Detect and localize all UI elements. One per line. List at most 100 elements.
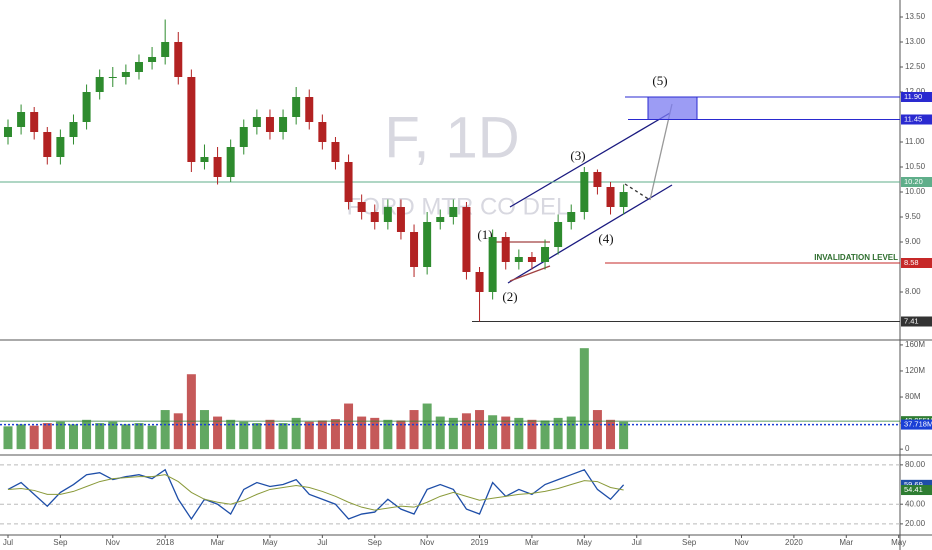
volume-bar: [317, 420, 327, 450]
candle-body: [17, 112, 26, 127]
y-tick-label: 20.00: [905, 519, 926, 528]
candle-body: [69, 122, 78, 137]
volume-bar: [173, 413, 183, 450]
price-tag-label: 7.41: [904, 316, 919, 325]
candle-body: [370, 212, 379, 222]
volume-bar: [160, 410, 170, 450]
volume-bar: [147, 425, 157, 450]
x-tick-label: Mar: [839, 538, 853, 547]
candle-body: [527, 257, 536, 262]
price-tag-label: 37.718M: [904, 420, 932, 429]
volume-bar: [82, 419, 92, 450]
candle-body: [449, 207, 458, 217]
x-tick-label: Jul: [3, 538, 13, 547]
volume-bar: [134, 423, 144, 450]
volume-bar: [619, 421, 629, 450]
candle-body: [82, 92, 91, 122]
y-tick-label: 9.50: [905, 212, 921, 221]
rsi-line: [7, 468, 625, 521]
y-tick-label: 8.00: [905, 287, 921, 296]
y-tick-label: 11.00: [905, 137, 925, 146]
watermark-name: FORD MTR CO DEL: [347, 193, 570, 220]
volume-bar: [3, 426, 13, 450]
candle-body: [410, 232, 419, 267]
candle-body: [30, 112, 39, 132]
volume-bar: [422, 403, 432, 450]
volume-bar: [357, 416, 367, 450]
candle-body: [357, 202, 366, 212]
volume-bar: [409, 410, 419, 450]
candle-body: [108, 77, 117, 78]
volume-bar: [435, 416, 445, 450]
candle-body: [501, 237, 510, 262]
candle-body: [396, 207, 405, 232]
volume-bar: [252, 423, 262, 450]
candle-body: [239, 127, 248, 147]
price-tag: [901, 479, 932, 490]
candle-body: [514, 257, 523, 262]
x-tick-label: Sep: [368, 538, 383, 547]
x-tick-label: Nov: [106, 538, 120, 547]
price-tag-label: 59.69: [904, 480, 923, 489]
price-tag: [901, 485, 932, 496]
x-tick-label: Jul: [317, 538, 327, 547]
candle-body: [148, 57, 157, 62]
candle-body: [95, 77, 104, 92]
volume-bar: [95, 423, 105, 450]
y-tick-label: 80.00: [905, 460, 926, 469]
y-tick-label: 13.50: [905, 12, 926, 21]
price-tag: [901, 419, 932, 430]
candle-body: [423, 222, 432, 267]
y-tick-label: 12.50: [905, 62, 926, 71]
price-tag-label: 8.58: [904, 258, 919, 267]
candle-body: [593, 172, 602, 187]
volume-bar: [501, 416, 511, 450]
candle-body: [3, 127, 12, 137]
y-tick-label: 13.00: [905, 37, 926, 46]
wave-label: (3): [570, 148, 585, 163]
candle-body: [462, 207, 471, 272]
candle-body: [331, 142, 340, 162]
volume-bar: [566, 416, 576, 450]
candle-body: [475, 272, 484, 292]
price-tag: [901, 316, 932, 327]
price-tag: [901, 258, 932, 268]
watermark-symbol: F, 1D: [384, 105, 519, 170]
y-tick-label: 10.00: [905, 187, 926, 196]
volume-bar: [606, 419, 616, 450]
channel-lower: [507, 184, 673, 284]
volume-bar: [16, 424, 26, 450]
x-tick-label: May: [262, 538, 277, 547]
price-tag-label: 54.41: [904, 485, 923, 494]
volume-bar: [186, 374, 196, 450]
candle-body: [265, 117, 274, 132]
volume-bar: [213, 416, 223, 450]
x-tick-label: Sep: [53, 538, 68, 547]
volume-bar: [304, 421, 314, 450]
volume-bar: [448, 417, 458, 450]
x-tick-label: Jul: [632, 538, 642, 547]
x-tick-label: May: [891, 538, 906, 547]
volume-bar: [527, 419, 537, 450]
candle-body: [226, 147, 235, 177]
rsi-line: [7, 474, 624, 511]
wave-label: (4): [598, 231, 613, 246]
volume-bar: [108, 421, 118, 450]
candle-body: [488, 237, 497, 292]
candle-body: [344, 162, 353, 202]
candle-body: [174, 42, 183, 77]
volume-bar: [278, 423, 288, 450]
volume-bar: [239, 421, 249, 450]
volume-bar: [55, 421, 65, 450]
candle-body: [200, 157, 209, 162]
volume-bar: [29, 425, 39, 450]
candle-body: [318, 122, 327, 142]
candle-body: [580, 172, 589, 212]
price-tag: [901, 177, 932, 187]
y-tick-label: 9.00: [905, 237, 921, 246]
range-line: [509, 265, 551, 282]
drawings: [492, 103, 673, 284]
volume-bar: [330, 419, 340, 450]
volume-bar: [344, 403, 354, 450]
